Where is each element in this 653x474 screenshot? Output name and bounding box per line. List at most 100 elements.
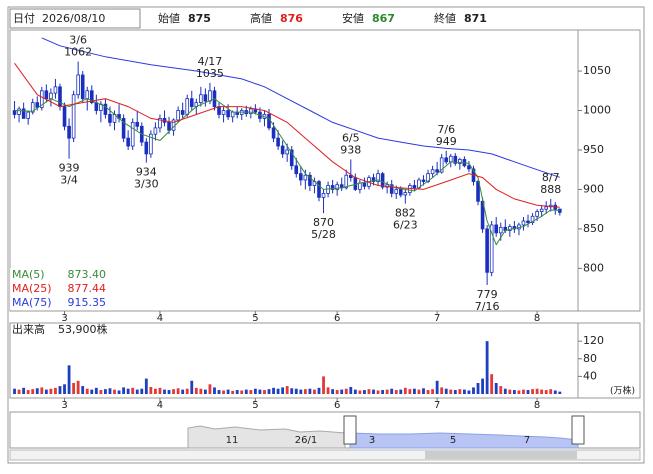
candle-body	[44, 90, 49, 100]
volume-bar	[431, 389, 435, 394]
volume-bar	[485, 341, 489, 394]
candle-body	[358, 182, 362, 190]
volume-bar	[31, 389, 35, 394]
candle-body	[535, 211, 539, 217]
candle-body	[135, 121, 140, 127]
candle-body	[453, 155, 458, 164]
x-tick-label: 7	[434, 313, 440, 324]
date-label: 日付	[13, 12, 35, 25]
legend-value: 915.35	[68, 296, 107, 309]
volume-bar	[108, 388, 112, 394]
volume-bar	[390, 388, 394, 394]
volume-bar	[376, 390, 380, 394]
volume-bar	[17, 389, 21, 394]
scrollbar-thumb[interactable]	[425, 451, 577, 459]
candle-body	[294, 165, 299, 175]
volume-bar	[199, 388, 203, 394]
ma-line	[14, 62, 560, 208]
volume-bar	[135, 389, 139, 394]
volume-bar	[222, 390, 225, 394]
candle-body	[467, 165, 471, 170]
volume-bar	[122, 387, 126, 394]
volume-bar	[63, 384, 66, 394]
candle-body	[303, 174, 308, 181]
volume-bar	[462, 389, 466, 394]
candle-body	[226, 110, 230, 118]
volume-bar	[67, 365, 71, 394]
candle-body	[180, 110, 185, 115]
volume-bar	[540, 389, 544, 394]
candle-body	[435, 169, 439, 173]
annotation-value: 882	[395, 207, 416, 220]
candle-body	[494, 224, 499, 234]
annotation-date: 6/23	[393, 219, 418, 232]
navigator-handle-left[interactable]	[343, 415, 357, 445]
volume-bar	[349, 386, 353, 394]
candle-body	[53, 86, 58, 94]
y-tick-label: 950	[583, 143, 604, 156]
volume-bar	[372, 389, 375, 394]
volume-bar	[467, 390, 471, 394]
scrollbar[interactable]	[9, 449, 641, 461]
volume-bar	[385, 389, 389, 394]
volume-bar	[326, 387, 330, 394]
candle-body	[221, 110, 226, 115]
annotation-value: 888	[540, 183, 561, 196]
volume-bar	[290, 388, 294, 394]
volume-bar	[490, 374, 494, 394]
volume-bar	[44, 389, 48, 394]
volume-bar	[340, 389, 344, 394]
volume-bar	[358, 390, 362, 394]
candle-body	[371, 177, 376, 182]
candle-body	[412, 185, 417, 189]
candle-body	[444, 157, 449, 163]
volume-latest: 53,900株	[58, 322, 108, 336]
volume-bar	[503, 388, 507, 394]
candle-body	[380, 173, 385, 188]
volume-bar	[90, 389, 94, 394]
volume-bar	[267, 389, 271, 394]
volume-bar	[553, 390, 557, 394]
volume-bar	[253, 388, 257, 394]
frame	[7, 6, 645, 464]
candle-body	[508, 226, 512, 231]
x-tick-label: 6	[334, 313, 340, 324]
volume-bar	[22, 387, 26, 394]
low: 867	[372, 12, 395, 25]
candle-body	[189, 98, 194, 107]
high-label: 高値	[250, 11, 272, 25]
volume-bar	[313, 389, 316, 394]
volume-bar	[444, 388, 448, 394]
volume-bar	[481, 378, 484, 394]
candle-body	[30, 102, 35, 113]
x-tick-label: 4	[157, 313, 163, 324]
date-box	[9, 8, 141, 29]
volume-bar	[194, 387, 198, 394]
ma-line	[14, 98, 560, 246]
annotation-value: 1035	[196, 67, 224, 80]
volume-bar	[317, 387, 321, 394]
candle-body	[335, 184, 339, 190]
volume-bar	[426, 390, 430, 394]
legend-box	[10, 268, 108, 310]
volume-bar	[49, 388, 53, 394]
candle-body	[348, 174, 353, 179]
volume-bar	[272, 387, 275, 394]
x-tick-label: 4	[157, 400, 163, 411]
volume-bar	[181, 389, 185, 394]
candle-body	[317, 181, 321, 198]
candle-body	[321, 192, 326, 198]
navigator-handle-right[interactable]	[571, 415, 585, 445]
candle-body	[489, 224, 494, 273]
candle-body	[230, 111, 235, 118]
volume-bar	[144, 378, 148, 394]
volume-bar	[249, 390, 253, 394]
y-tick-label: 1000	[583, 104, 611, 117]
volume-bar	[508, 389, 512, 394]
volume-bar	[399, 389, 403, 394]
volume-bar	[449, 389, 453, 394]
navigator-label: 5	[450, 435, 456, 446]
legend-value: 873.40	[68, 268, 107, 281]
candle-body	[103, 103, 108, 115]
